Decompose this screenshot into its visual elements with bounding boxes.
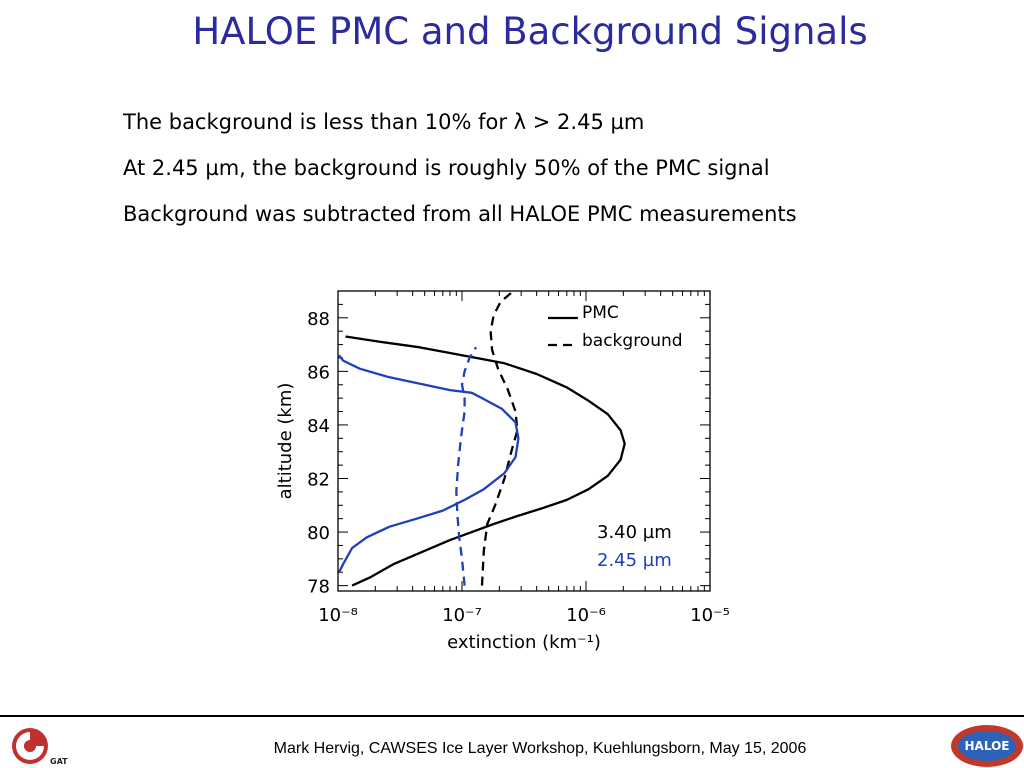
legend-background-label: background <box>582 331 683 351</box>
page-title: HALOE PMC and Background Signals <box>192 10 868 53</box>
bullet-line-3: Background was subtracted from all HALOE… <box>123 202 797 226</box>
bullet-line-1: The background is less than 10% for λ > … <box>123 110 645 134</box>
annotation-340um: 3.40 µm <box>597 522 672 543</box>
gats-logo-text: GATS <box>50 757 68 766</box>
series-245-background-line <box>455 346 478 586</box>
series-245-pmc-line <box>338 354 520 573</box>
y-tick-label: 88 <box>307 309 330 330</box>
plot-frame <box>337 290 711 592</box>
y-tick-label: 86 <box>307 362 330 383</box>
footer-divider <box>0 715 1024 717</box>
y-tick-label: 82 <box>307 470 330 491</box>
series-340-background-line <box>480 291 519 586</box>
y-tick-label: 78 <box>307 577 330 598</box>
x-axis-label: extinction (km⁻¹) <box>447 632 601 653</box>
x-tick-label: 10⁻⁸ <box>318 605 358 626</box>
y-tick-label: 84 <box>307 416 330 437</box>
x-tick-label: 10⁻⁷ <box>442 605 482 626</box>
y-axis-label: altitude (km) <box>275 383 296 500</box>
extinction-chart: 10⁻⁸ 10⁻⁷ 10⁻⁶ 10⁻⁵ 78 80 82 84 86 88 extinction … <box>275 290 730 653</box>
series-340-pmc-line <box>345 335 626 587</box>
annotation-245um: 2.45 µm <box>597 550 672 571</box>
legend-pmc-label: PMC <box>582 303 619 323</box>
x-tick-label: 10⁻⁵ <box>690 605 730 626</box>
plot-labels: 10⁻⁸ 10⁻⁷ 10⁻⁶ 10⁻⁵ 78 80 82 84 86 88 <box>307 309 730 626</box>
footer-credit: Mark Hervig, CAWSES Ice Layer Workshop, … <box>273 740 807 757</box>
plot-series <box>338 291 626 587</box>
haloe-logo-text: HALOE <box>965 739 1010 753</box>
x-tick-label: 10⁻⁶ <box>566 605 606 626</box>
gats-logo-icon: GATS <box>12 728 68 766</box>
bullet-line-2: At 2.45 µm, the background is roughly 50… <box>123 156 770 180</box>
y-tick-label: 80 <box>307 523 330 544</box>
legend: PMC background <box>548 303 683 351</box>
haloe-logo-icon: HALOE <box>951 725 1023 767</box>
